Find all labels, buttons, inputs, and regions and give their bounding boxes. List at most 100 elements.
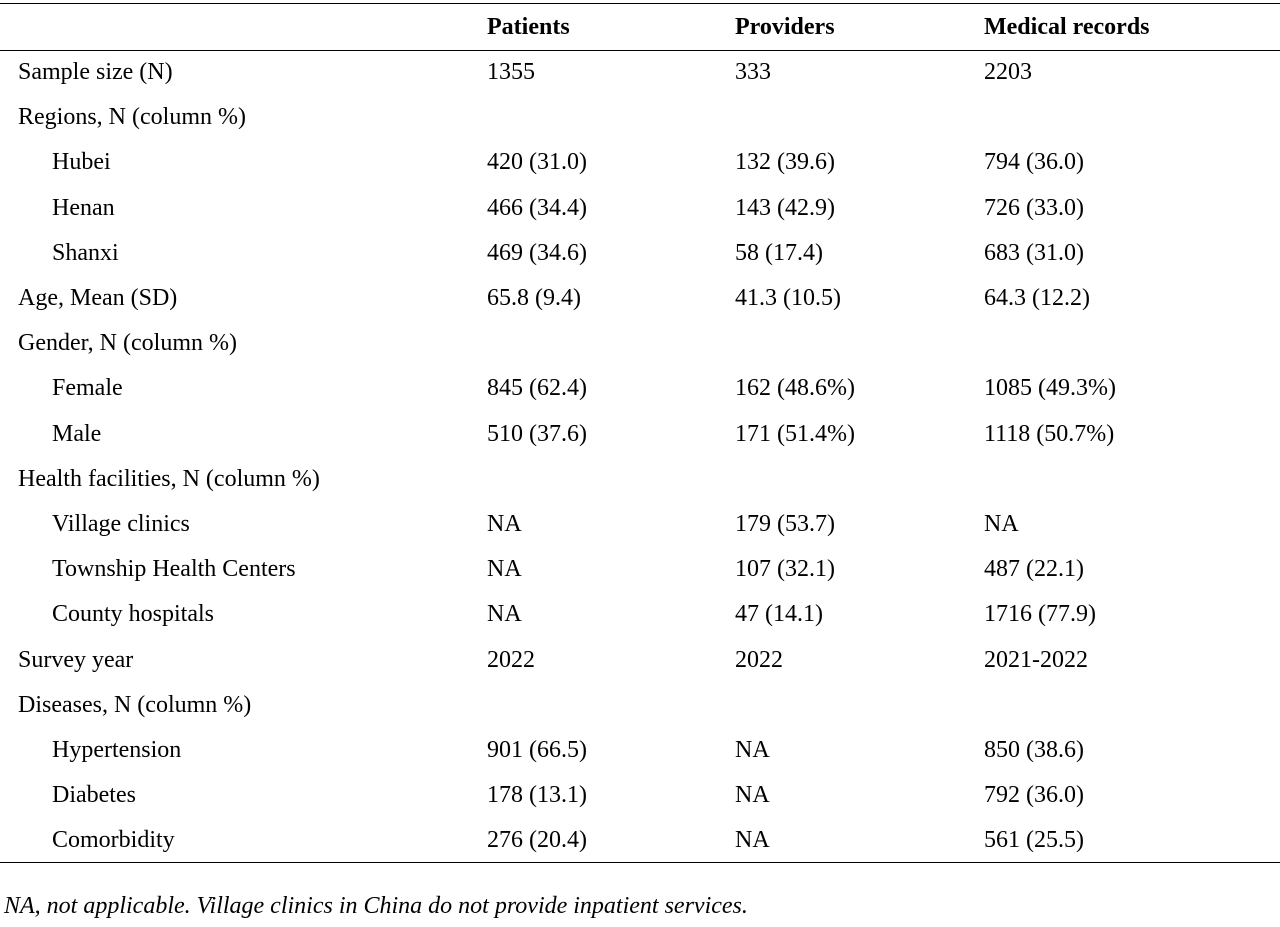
providers-cell (735, 321, 984, 366)
table-row: Shanxi 469 (34.6) 58 (17.4) 683 (31.0) (0, 231, 1280, 276)
header-cell-medical-records: Medical records (984, 13, 1150, 40)
patients-cell (487, 457, 735, 502)
patients-cell: NA (487, 556, 522, 583)
providers-cell: NA (735, 782, 770, 809)
row-label-cell: Age, Mean (SD) (18, 285, 178, 312)
medical-records-cell (984, 683, 1280, 728)
providers-cell (735, 683, 984, 728)
patients-cell: 1355 (487, 59, 535, 86)
row-label-cell: Diabetes (52, 782, 136, 809)
patients-cell: 466 (34.4) (487, 194, 587, 221)
table-row: Survey year 2022 2022 2021-2022 (0, 637, 1280, 682)
row-label-cell: Diseases, N (column %) (18, 691, 252, 718)
table-row: Village clinics NA 179 (53.7) NA (0, 502, 1280, 547)
table-row: Hubei 420 (31.0) 132 (39.6) 794 (36.0) (0, 140, 1280, 185)
table-row: Gender, N (column %) (0, 321, 1280, 366)
providers-cell (735, 95, 984, 140)
medical-records-cell (984, 95, 1280, 140)
table-header: Patients Providers Medical records (0, 4, 1280, 50)
medical-records-cell: 2203 (984, 59, 1032, 86)
row-label-cell: Village clinics (52, 510, 190, 537)
providers-cell: 179 (53.7) (735, 510, 835, 537)
row-label-cell: Male (52, 420, 102, 447)
patients-cell: 178 (13.1) (487, 782, 587, 809)
header-row: Patients Providers Medical records (0, 4, 1280, 50)
medical-records-cell (984, 321, 1280, 366)
row-label-cell: County hospitals (52, 601, 215, 628)
table-row: Health facilities, N (column %) (0, 457, 1280, 502)
table-row: Diseases, N (column %) (0, 683, 1280, 728)
table-header-rule (0, 50, 1280, 51)
medical-records-cell: 64.3 (12.2) (984, 285, 1090, 312)
table-row: Diabetes 178 (13.1) NA 792 (36.0) (0, 773, 1280, 818)
row-label-cell: Health facilities, N (column %) (18, 465, 320, 492)
medical-records-cell (984, 457, 1280, 502)
patients-cell (487, 95, 735, 140)
providers-cell: 41.3 (10.5) (735, 285, 841, 312)
row-label-cell: Hypertension (52, 736, 182, 763)
table-row: Henan 466 (34.4) 143 (42.9) 726 (33.0) (0, 186, 1280, 231)
table-footnote: NA, not applicable. Village clinics in C… (4, 893, 748, 919)
patients-cell: 845 (62.4) (487, 375, 587, 402)
medical-records-cell: 794 (36.0) (984, 149, 1084, 176)
table-row: Male 510 (37.6) 171 (51.4%) 1118 (50.7%) (0, 412, 1280, 457)
row-label-cell: Shanxi (52, 239, 119, 266)
row-label-cell: Female (52, 375, 123, 402)
patients-cell: 276 (20.4) (487, 827, 587, 854)
table-row: County hospitals NA 47 (14.1) 1716 (77.9) (0, 592, 1280, 637)
table-row: Comorbidity 276 (20.4) NA 561 (25.5) (0, 818, 1280, 863)
patients-cell: 65.8 (9.4) (487, 285, 581, 312)
table-row: Sample size (N) 1355 333 2203 (0, 50, 1280, 95)
patients-cell: NA (487, 510, 522, 537)
providers-cell: 171 (51.4%) (735, 420, 855, 447)
patients-cell: NA (487, 601, 522, 628)
providers-cell (735, 457, 984, 502)
providers-cell: 2022 (735, 646, 783, 673)
medical-records-cell: NA (984, 510, 1019, 537)
providers-cell: 132 (39.6) (735, 149, 835, 176)
patients-cell (487, 321, 735, 366)
table-top-rule (0, 3, 1280, 4)
header-cell-label (0, 4, 487, 50)
table-body: Sample size (N) 1355 333 2203 Regions, N (co… (0, 50, 1280, 863)
header-cell-providers: Providers (735, 13, 835, 40)
medical-records-cell: 726 (33.0) (984, 194, 1084, 221)
providers-cell: NA (735, 827, 770, 854)
table-row: Female 845 (62.4) 162 (48.6%) 1085 (49.3%) (0, 366, 1280, 411)
providers-cell: 333 (735, 59, 771, 86)
patients-cell: 420 (31.0) (487, 149, 587, 176)
row-label-cell: Regions, N (column %) (18, 104, 246, 131)
table-row: Regions, N (column %) (0, 95, 1280, 140)
row-label-cell: Comorbidity (52, 827, 175, 854)
providers-cell: 58 (17.4) (735, 239, 823, 266)
header-cell-patients: Patients (487, 13, 570, 40)
row-label-cell: Sample size (N) (18, 59, 173, 86)
patients-cell: 901 (66.5) (487, 736, 587, 763)
medical-records-cell: 683 (31.0) (984, 239, 1084, 266)
row-label-cell: Survey year (18, 646, 134, 673)
medical-records-cell: 561 (25.5) (984, 827, 1084, 854)
medical-records-cell: 1085 (49.3%) (984, 375, 1116, 402)
medical-records-cell: 792 (36.0) (984, 782, 1084, 809)
medical-records-cell: 2021-2022 (984, 646, 1088, 673)
row-label-cell: Gender, N (column %) (18, 330, 237, 357)
medical-records-cell: 487 (22.1) (984, 556, 1084, 583)
providers-cell: 162 (48.6%) (735, 375, 855, 402)
patients-cell: 469 (34.6) (487, 239, 587, 266)
providers-cell: 47 (14.1) (735, 601, 823, 628)
medical-records-cell: 1716 (77.9) (984, 601, 1096, 628)
providers-cell: 107 (32.1) (735, 556, 835, 583)
table-row: Hypertension 901 (66.5) NA 850 (38.6) (0, 728, 1280, 773)
table-row: Age, Mean (SD) 65.8 (9.4) 41.3 (10.5) 64.3 … (0, 276, 1280, 321)
providers-cell: NA (735, 736, 770, 763)
row-label-cell: Henan (52, 194, 115, 221)
row-label-cell: Township Health Centers (52, 556, 296, 583)
patients-cell: 2022 (487, 646, 535, 673)
characteristics-table: Patients Providers Medical records Sampl… (0, 4, 1280, 863)
medical-records-cell: 1118 (50.7%) (984, 420, 1115, 447)
table-row: Township Health Centers NA 107 (32.1) 487 (… (0, 547, 1280, 592)
row-label-cell: Hubei (52, 149, 111, 176)
medical-records-cell: 850 (38.6) (984, 736, 1084, 763)
patients-cell: 510 (37.6) (487, 420, 587, 447)
